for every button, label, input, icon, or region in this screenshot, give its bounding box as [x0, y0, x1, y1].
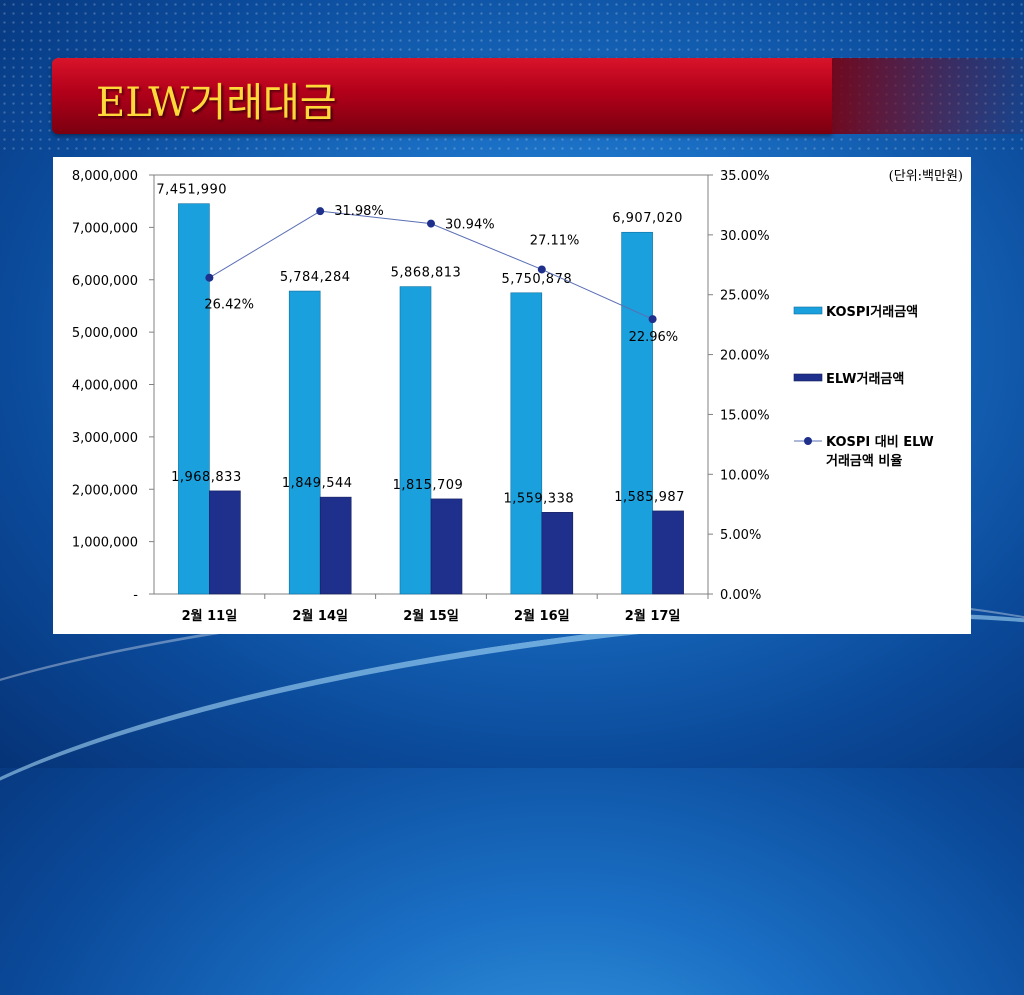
x-axis-category-label: 2월 14일	[292, 608, 348, 624]
right-axis-tick-label: 30.00%	[720, 229, 770, 244]
elw-bar	[652, 510, 684, 595]
ratio-marker	[316, 207, 325, 216]
left-axis-tick-label: 4,000,000	[72, 379, 138, 394]
legend-elw-swatch	[793, 373, 823, 382]
right-axis-tick-label: 20.00%	[720, 349, 770, 364]
kospi-bar-data-label: 5,868,813	[391, 266, 462, 281]
kospi-bar	[399, 286, 432, 595]
legend-ratio-marker	[804, 437, 812, 445]
x-axis-category-label: 2월 15일	[403, 608, 459, 624]
ratio-marker	[648, 315, 657, 324]
ratio-marker	[427, 219, 435, 228]
ratio-data-label: 22.96%	[629, 330, 679, 345]
right-axis-tick-label: 10.00%	[720, 468, 770, 483]
elw-bar-data-label: 1,849,544	[282, 476, 353, 491]
elw-bar-data-label: 1,968,833	[171, 470, 242, 485]
ratio-data-label: 31.98%	[334, 204, 384, 219]
right-axis-tick-label: 35.00%	[720, 169, 770, 184]
elw-bar	[319, 496, 352, 595]
elw-bar	[430, 498, 463, 595]
legend-kospi-label: KOSPI거래금액	[826, 305, 918, 320]
right-axis-tick-label: 25.00%	[720, 289, 770, 304]
elw-bar-data-label: 1,559,338	[503, 491, 574, 506]
right-axis-tick-label: 15.00%	[720, 408, 770, 423]
kospi-bar	[510, 292, 543, 595]
unit-note: (단위:백만원)	[888, 169, 963, 184]
kospi-bar	[178, 203, 210, 595]
left-axis-tick-label: 3,000,000	[72, 431, 138, 446]
ratio-marker	[537, 265, 546, 274]
elw-bar	[541, 512, 574, 595]
x-axis-category-label: 2월 11일	[182, 608, 238, 624]
ratio-marker	[205, 273, 214, 282]
legend-ratio-label-line1: KOSPI 대비 ELW	[826, 435, 934, 450]
left-axis-tick-label: -	[133, 588, 138, 603]
kospi-bar-data-label: 7,451,990	[156, 183, 227, 198]
ratio-data-label: 26.42%	[204, 298, 254, 313]
kospi-bar	[288, 290, 321, 595]
elw-bar-data-label: 1,815,709	[393, 478, 464, 493]
ratio-data-label: 27.11%	[530, 233, 580, 248]
legend-kospi-swatch	[793, 306, 823, 315]
kospi-bar-data-label: 5,750,878	[501, 272, 572, 287]
combo-chart: - 1,000,000 2,000,000 3,000,000 4,000,000 5,0…	[72, 169, 934, 624]
left-axis-tick-label: 8,000,000	[72, 169, 138, 184]
left-axis-tick-label: 2,000,000	[72, 483, 138, 498]
x-axis-category-label: 2월 17일	[625, 608, 681, 624]
elw-bar-data-label: 1,585,987	[614, 490, 685, 505]
kospi-bar	[621, 231, 653, 595]
title-banner	[52, 58, 1024, 134]
left-axis-tick-label: 6,000,000	[72, 274, 138, 289]
chart-panel: - 1,000,000 2,000,000 3,000,000 4,000,000 5,0…	[53, 157, 971, 634]
x-axis-category-label: 2월 16일	[514, 608, 570, 624]
slide-title: ELW거래대금	[96, 80, 337, 126]
left-axis-tick-label: 7,000,000	[72, 221, 138, 236]
left-axis-tick-label: 5,000,000	[72, 326, 138, 341]
legend-elw-label: ELW거래금액	[826, 372, 904, 387]
right-axis-tick-label: 0.00%	[720, 588, 761, 603]
left-axis-tick-label: 1,000,000	[72, 536, 138, 551]
elw-bar	[209, 490, 241, 595]
kospi-bar-data-label: 5,784,284	[280, 270, 351, 285]
legend-ratio-label-line2: 거래금액 비율	[826, 453, 902, 469]
right-axis-tick-label: 5.00%	[720, 528, 761, 543]
ratio-data-label: 30.94%	[445, 218, 495, 233]
kospi-bar-data-label: 6,907,020	[612, 211, 683, 226]
